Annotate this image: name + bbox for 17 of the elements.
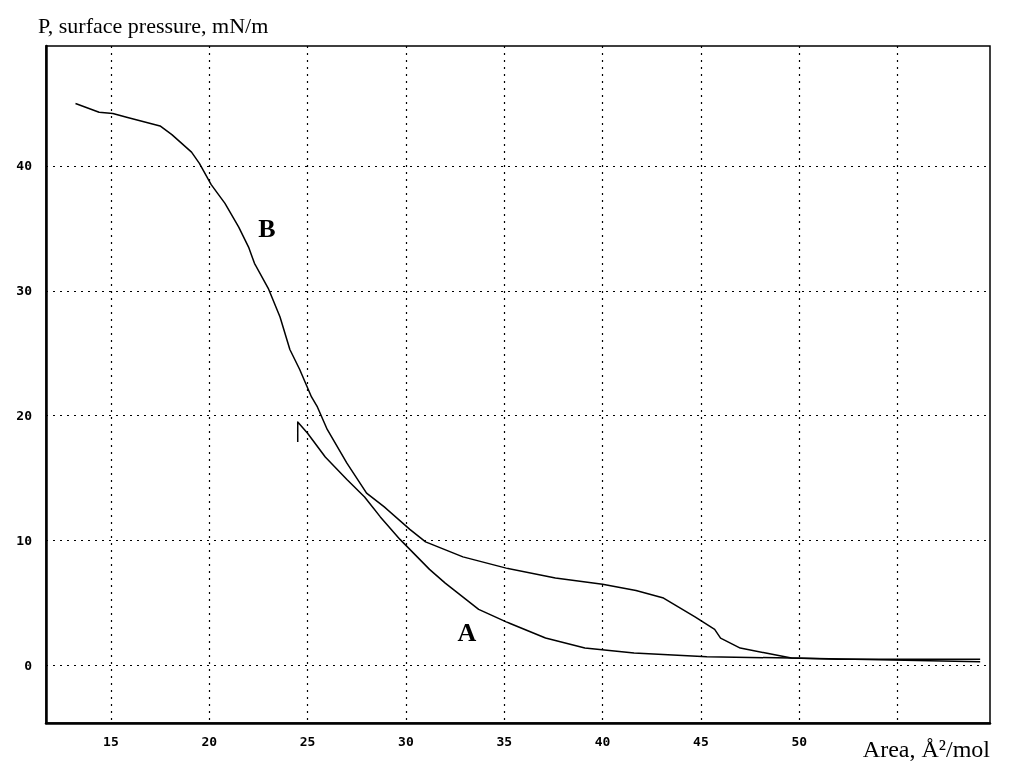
y-tick-label: 10 <box>16 533 33 549</box>
x-tick-label: 25 <box>299 734 316 749</box>
x-tick-label: 40 <box>594 734 611 749</box>
y-tick-label: 20 <box>16 408 33 424</box>
y-axis-title: P, surface pressure, mN/m <box>38 12 269 38</box>
x-axis-title: Area, Å²/mol <box>862 736 991 762</box>
x-tick-label: 35 <box>496 734 513 749</box>
y-tick-label: 30 <box>16 283 33 299</box>
annotation: A <box>457 617 477 647</box>
x-tick-label: 50 <box>791 734 808 749</box>
x-tick-label: 45 <box>693 734 709 749</box>
x-tick-label: 20 <box>201 734 218 749</box>
y-tick-label: 0 <box>24 658 33 674</box>
x-tick-label: 30 <box>398 734 414 749</box>
annotation: B <box>258 213 276 243</box>
y-tick-label: 40 <box>16 158 33 174</box>
x-tick-label: 15 <box>103 734 119 749</box>
